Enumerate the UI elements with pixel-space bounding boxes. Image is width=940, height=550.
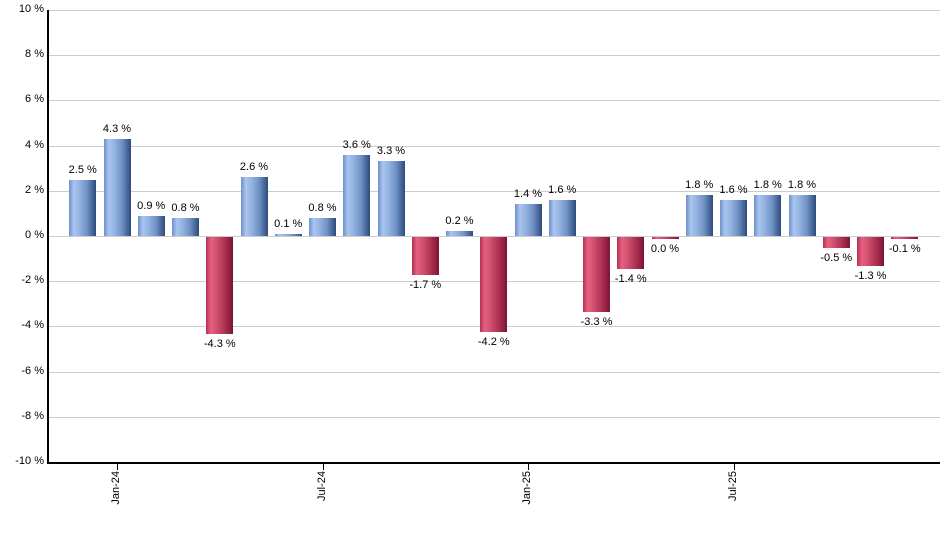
bar[interactable] [377, 161, 405, 236]
y-tick-label: 2 % [25, 184, 44, 196]
y-tick-label: -10 % [15, 455, 44, 467]
x-tick-label: Jan-25 [521, 471, 533, 505]
y-tick-label: 10 % [18, 3, 44, 15]
y-tick-label: 6 % [25, 93, 44, 105]
x-axis-tick [528, 462, 529, 470]
bar-value-label: 1.6 % [719, 183, 748, 196]
bar[interactable] [274, 233, 302, 236]
bar-value-label: -0.5 % [820, 252, 853, 265]
bar[interactable] [891, 237, 919, 240]
bar[interactable] [206, 237, 234, 335]
bar-value-label: -4.3 % [203, 338, 236, 351]
y-axis-line [47, 10, 49, 464]
x-axis-line [47, 462, 940, 464]
bar[interactable] [685, 195, 713, 236]
bar-value-label: -1.3 % [854, 270, 887, 283]
y-tick-label: -2 % [21, 274, 44, 286]
bar[interactable] [103, 138, 131, 236]
gridline [49, 10, 940, 11]
bar-value-label: -1.7 % [409, 279, 442, 292]
bar[interactable] [617, 237, 645, 269]
bar[interactable] [137, 215, 165, 236]
bar[interactable] [343, 154, 371, 236]
gridline [49, 146, 940, 147]
bar[interactable] [822, 237, 850, 249]
bar[interactable] [548, 199, 576, 236]
bar[interactable] [651, 236, 679, 239]
bar[interactable] [69, 179, 97, 236]
bar[interactable] [514, 204, 542, 236]
bar-value-label: 0.8 % [308, 201, 337, 214]
bar[interactable] [720, 199, 747, 236]
gridline [49, 372, 940, 373]
x-tick-label: Jul-25 [727, 471, 739, 501]
bar[interactable] [172, 217, 199, 236]
bar-value-label: 1.4 % [513, 188, 543, 201]
bar[interactable] [411, 237, 439, 276]
gridline [49, 236, 940, 237]
y-tick-label: 8 % [25, 48, 44, 60]
bar[interactable] [309, 217, 336, 236]
bar-value-label: -0.1 % [888, 243, 921, 256]
bar-value-label: 0.8 % [171, 201, 200, 214]
x-tick-label: Jan-24 [110, 471, 122, 505]
bar-value-label: 0.9 % [137, 199, 166, 212]
bar-value-label: 3.6 % [342, 138, 371, 151]
bar-value-label: 0.0 % [650, 243, 680, 255]
bar-value-label: 3.3 % [376, 145, 406, 158]
bar-value-label: -3.3 % [580, 315, 613, 328]
x-axis-tick [323, 462, 324, 470]
bar-value-label: 1.8 % [753, 179, 782, 192]
gridline [49, 191, 940, 192]
bar[interactable] [240, 177, 268, 236]
bar-value-label: -1.4 % [614, 272, 647, 285]
bar-value-label: 1.6 % [548, 183, 577, 196]
bar-value-label: 1.8 % [787, 179, 817, 192]
x-axis-tick [734, 462, 735, 470]
gridline [49, 417, 940, 418]
bar[interactable] [857, 237, 884, 267]
gridline [49, 100, 940, 101]
bar-value-label: 0.1 % [274, 217, 303, 230]
x-axis-tick [117, 462, 118, 470]
bar-value-label: 4.3 % [102, 122, 132, 135]
bar-value-label: 1.8 % [685, 179, 714, 192]
bar[interactable] [446, 231, 473, 236]
bar[interactable] [583, 237, 610, 312]
gridline [49, 55, 940, 56]
bar-value-label: 2.5 % [68, 163, 97, 176]
y-tick-label: 4 % [25, 139, 44, 151]
bar[interactable] [754, 195, 782, 236]
bar-value-label: -4.2 % [477, 335, 510, 348]
bar[interactable] [480, 237, 508, 332]
x-tick-label: Jul-24 [316, 471, 328, 501]
y-tick-label: -6 % [21, 365, 44, 377]
y-tick-label: 0 % [25, 229, 44, 241]
bar-value-label: 2.6 % [239, 161, 269, 174]
y-tick-label: -8 % [21, 410, 44, 422]
y-tick-label: -4 % [21, 319, 44, 331]
bar-value-label: 0.2 % [445, 215, 474, 228]
bar[interactable] [788, 195, 816, 236]
